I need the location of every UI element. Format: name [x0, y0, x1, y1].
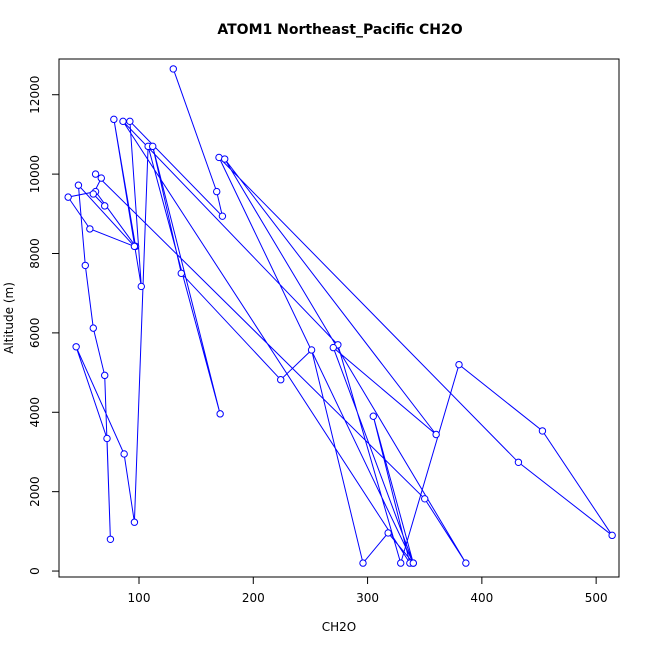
y-tick-label: 10000 — [28, 155, 42, 193]
data-point — [97, 174, 105, 182]
x-axis-label: CH2O — [322, 620, 356, 634]
data-point — [119, 117, 127, 126]
y-axis-label: Altitude (m) — [2, 282, 16, 354]
x-axis: 100 200 300 400 500 — [128, 576, 608, 605]
x-tick-label: 200 — [242, 591, 265, 605]
plot-frame — [58, 58, 620, 578]
y-tick-label: 12000 — [28, 76, 42, 114]
data-point — [110, 115, 118, 124]
data-point — [103, 434, 111, 443]
data-point — [81, 261, 89, 270]
data-point — [106, 535, 115, 543]
series-blue — [64, 65, 616, 567]
data-point — [130, 242, 139, 251]
data-point — [101, 371, 109, 380]
data-point — [359, 559, 367, 567]
y-axis: 0 2000 4000 6000 8000 10000 12000 — [28, 76, 60, 575]
x-tick-label: 100 — [128, 591, 151, 605]
data-point — [149, 142, 157, 151]
y-tick-label: 8000 — [28, 238, 42, 269]
data-point — [409, 559, 417, 567]
data-point — [91, 170, 100, 178]
y-tick-label: 0 — [28, 567, 42, 575]
data-point — [384, 529, 392, 537]
data-point — [64, 193, 72, 201]
data-point — [608, 531, 616, 540]
y-tick-label: 6000 — [28, 318, 42, 349]
data-point — [177, 269, 185, 278]
x-tick-label: 300 — [356, 591, 379, 605]
data-point — [462, 559, 470, 567]
data-point — [221, 155, 229, 163]
data-point — [120, 450, 128, 458]
data-point — [126, 117, 134, 126]
data-point — [101, 202, 109, 210]
data-point — [213, 187, 221, 196]
data-point — [514, 458, 523, 466]
x-tick-label: 500 — [585, 591, 608, 605]
data-point — [72, 343, 80, 351]
data-point — [277, 376, 285, 384]
data-point — [432, 430, 440, 439]
data-point — [169, 65, 177, 73]
x-tick-label: 400 — [470, 591, 493, 605]
data-point — [538, 427, 547, 435]
y-tick-label: 4000 — [28, 397, 42, 428]
data-point — [86, 225, 94, 233]
data-point — [216, 410, 224, 418]
y-tick-label: 2000 — [28, 476, 42, 507]
data-point — [307, 346, 316, 354]
data-point — [137, 282, 145, 291]
data-point — [89, 190, 97, 198]
data-point — [329, 343, 337, 352]
data-point — [74, 181, 83, 189]
data-point — [218, 212, 227, 220]
data-point — [397, 559, 405, 567]
data-point — [369, 412, 377, 420]
data-point — [130, 518, 139, 526]
chart-title: ATOM1 Northeast_Pacific CH2O — [217, 22, 462, 38]
data-point — [89, 324, 97, 332]
data-point — [455, 360, 463, 369]
data-point — [421, 495, 429, 503]
